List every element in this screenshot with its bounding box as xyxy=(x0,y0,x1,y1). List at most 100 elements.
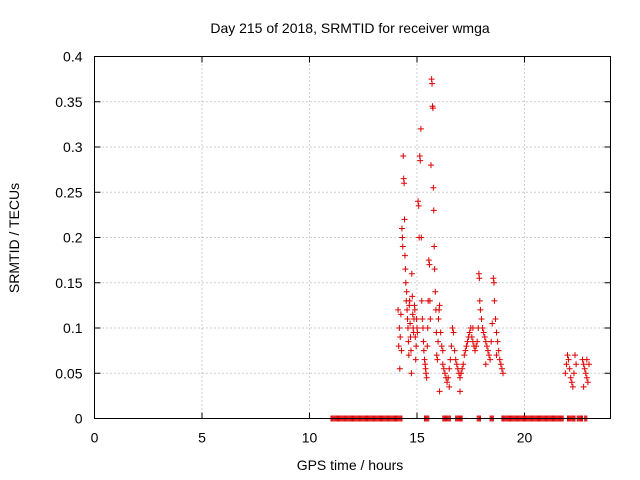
data-point xyxy=(473,343,480,350)
data-point xyxy=(488,338,495,345)
data-point xyxy=(412,356,419,363)
data-point xyxy=(469,325,476,331)
data-point xyxy=(495,347,502,354)
data-point xyxy=(474,338,481,345)
data-point xyxy=(408,370,415,377)
data-point xyxy=(448,343,455,350)
data-point xyxy=(401,180,408,187)
data-point xyxy=(404,315,411,322)
tick-labels: 0 0.05 0.1 0.15 0.2 0.25 0.3 0.35 0.4 0 5 10 15 20 xyxy=(55,49,532,446)
data-point xyxy=(449,325,456,331)
data-point xyxy=(403,288,410,295)
data-point xyxy=(409,293,416,300)
data-point xyxy=(430,207,437,214)
data-point xyxy=(477,306,484,313)
data-point xyxy=(402,279,409,286)
data-point xyxy=(427,315,434,322)
data-point xyxy=(418,234,425,241)
data-point xyxy=(564,352,571,359)
data-point xyxy=(436,388,443,395)
data-point xyxy=(582,370,589,377)
data-point xyxy=(404,325,411,331)
data-point xyxy=(493,329,500,336)
data-point xyxy=(445,374,452,381)
y-tick-label: 0.1 xyxy=(63,320,83,336)
y-tick-label: 0.2 xyxy=(63,230,83,246)
data-point xyxy=(451,347,458,354)
data-point xyxy=(569,383,576,390)
data-point xyxy=(438,343,445,350)
data-point xyxy=(420,338,427,345)
data-point xyxy=(482,361,489,368)
data-point xyxy=(476,297,483,304)
data-point xyxy=(433,352,440,359)
x-tick-label: 5 xyxy=(198,430,206,446)
x-tick-label: 0 xyxy=(91,430,99,446)
data-point xyxy=(418,297,425,304)
data-point xyxy=(458,370,465,377)
data-point xyxy=(490,275,497,282)
data-point xyxy=(396,365,403,372)
data-point xyxy=(435,338,442,345)
data-point xyxy=(490,279,497,286)
data-point xyxy=(407,347,414,354)
data-point xyxy=(496,356,503,363)
y-tick-label: 0.4 xyxy=(63,49,83,65)
plot-frame xyxy=(94,56,611,419)
data-points xyxy=(328,76,592,422)
data-point xyxy=(439,347,446,354)
data-point xyxy=(399,243,406,250)
data-point xyxy=(457,388,463,395)
data-point xyxy=(413,343,420,350)
data-point xyxy=(479,325,486,331)
data-point xyxy=(491,297,498,304)
data-point xyxy=(566,365,573,372)
data-point xyxy=(573,361,580,368)
data-point xyxy=(405,352,412,359)
data-point xyxy=(417,125,424,132)
data-point xyxy=(436,302,443,309)
data-point xyxy=(423,374,430,381)
data-point xyxy=(583,374,590,381)
data-point xyxy=(580,361,587,368)
data-point xyxy=(427,162,434,169)
data-point xyxy=(412,334,419,341)
data-point xyxy=(415,198,422,205)
data-point xyxy=(426,261,433,268)
data-point xyxy=(420,347,427,354)
data-point xyxy=(401,216,408,223)
y-tick-label: 0.3 xyxy=(63,139,83,155)
x-axis-title: GPS time / hours xyxy=(297,457,404,473)
data-point xyxy=(407,320,414,327)
data-point xyxy=(406,297,413,304)
data-point xyxy=(423,370,430,377)
data-point xyxy=(466,329,473,336)
data-point xyxy=(472,347,479,354)
data-point xyxy=(457,374,463,381)
y-tick-label: 0.15 xyxy=(55,275,82,291)
data-point xyxy=(397,311,404,318)
data-point xyxy=(440,365,447,372)
data-point xyxy=(434,356,441,363)
data-point xyxy=(482,338,489,345)
data-point xyxy=(452,356,459,363)
data-point xyxy=(476,275,483,282)
data-point xyxy=(459,365,466,372)
data-point xyxy=(586,361,592,368)
data-point xyxy=(395,306,402,313)
data-point xyxy=(396,325,403,331)
data-point xyxy=(453,361,460,368)
data-point xyxy=(426,297,433,304)
data-point xyxy=(430,184,437,191)
data-point xyxy=(444,379,451,386)
data-point xyxy=(487,356,494,363)
data-point xyxy=(435,315,442,322)
data-point xyxy=(413,315,420,322)
data-point xyxy=(563,361,570,368)
data-point xyxy=(500,370,506,377)
data-point xyxy=(580,383,587,390)
data-point xyxy=(494,338,501,345)
grid xyxy=(94,56,611,419)
